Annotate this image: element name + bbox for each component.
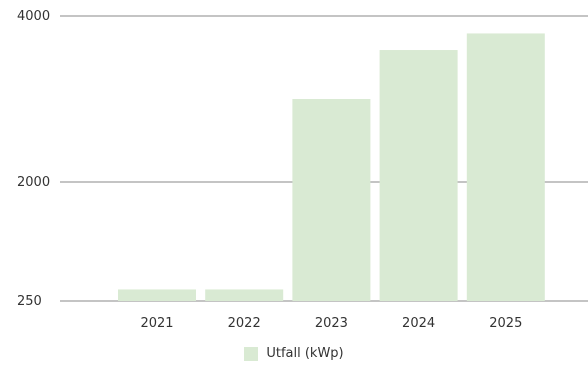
y-tick-label-250: 250 bbox=[17, 294, 42, 309]
x-tick-label-2022: 2022 bbox=[228, 316, 261, 331]
bars bbox=[118, 33, 545, 302]
x-axis-labels: 2021 2022 2023 2024 2025 bbox=[140, 316, 522, 331]
legend-item[interactable]: Utfall (kWp) bbox=[244, 346, 344, 361]
bar-2023[interactable] bbox=[292, 99, 371, 301]
legend: Utfall (kWp) bbox=[0, 346, 588, 365]
legend-swatch bbox=[244, 346, 259, 361]
legend-label: Utfall (kWp) bbox=[266, 346, 344, 361]
bar-2021[interactable] bbox=[118, 289, 196, 301]
bar-2025[interactable] bbox=[466, 33, 545, 302]
bar-2024[interactable] bbox=[379, 50, 458, 301]
y-tick-label-2000: 2000 bbox=[17, 175, 50, 190]
x-tick-label-2021: 2021 bbox=[140, 316, 173, 331]
x-tick-label-2023: 2023 bbox=[315, 316, 348, 331]
x-tick-label-2024: 2024 bbox=[402, 316, 435, 331]
y-axis-labels: 250 2000 4000 bbox=[17, 9, 50, 309]
bar-2022[interactable] bbox=[205, 289, 284, 301]
x-tick-label-2025: 2025 bbox=[489, 316, 522, 331]
y-tick-label-4000: 4000 bbox=[17, 9, 50, 24]
